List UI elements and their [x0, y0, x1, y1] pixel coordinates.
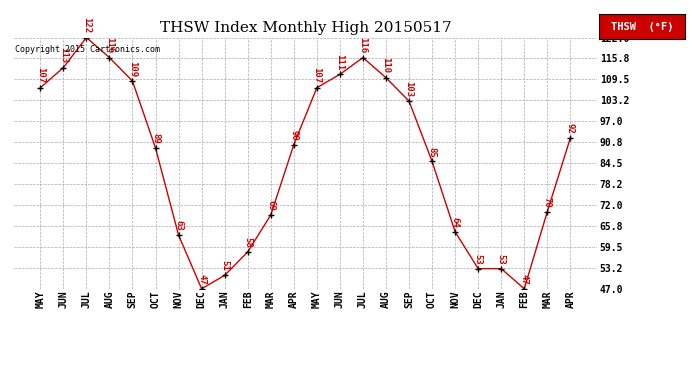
- Text: 109: 109: [128, 61, 137, 77]
- Text: 70: 70: [543, 197, 552, 207]
- Text: 47: 47: [197, 274, 206, 285]
- Text: 53: 53: [497, 254, 506, 264]
- Title: THSW Index Monthly High 20150517: THSW Index Monthly High 20150517: [159, 21, 451, 35]
- Text: THSW  (°F): THSW (°F): [611, 22, 673, 32]
- Text: 53: 53: [473, 254, 483, 264]
- Text: 113: 113: [59, 47, 68, 63]
- Text: 69: 69: [266, 200, 275, 211]
- Text: 85: 85: [428, 147, 437, 157]
- Text: 111: 111: [335, 54, 344, 70]
- Text: 107: 107: [313, 68, 322, 84]
- Text: 51: 51: [220, 260, 229, 271]
- Text: 116: 116: [358, 37, 368, 53]
- Text: 90: 90: [289, 130, 298, 141]
- Text: 58: 58: [243, 237, 253, 248]
- Text: 89: 89: [151, 133, 160, 144]
- Text: 64: 64: [451, 217, 460, 228]
- Text: 63: 63: [174, 220, 183, 231]
- Text: 122: 122: [82, 17, 91, 33]
- Text: 116: 116: [105, 37, 114, 53]
- Text: 103: 103: [404, 81, 413, 97]
- Text: 92: 92: [566, 123, 575, 134]
- Text: 110: 110: [382, 57, 391, 74]
- Text: 47: 47: [520, 274, 529, 285]
- Text: 107: 107: [36, 68, 45, 84]
- Text: Copyright 2015 Cartronics.com: Copyright 2015 Cartronics.com: [15, 45, 160, 54]
